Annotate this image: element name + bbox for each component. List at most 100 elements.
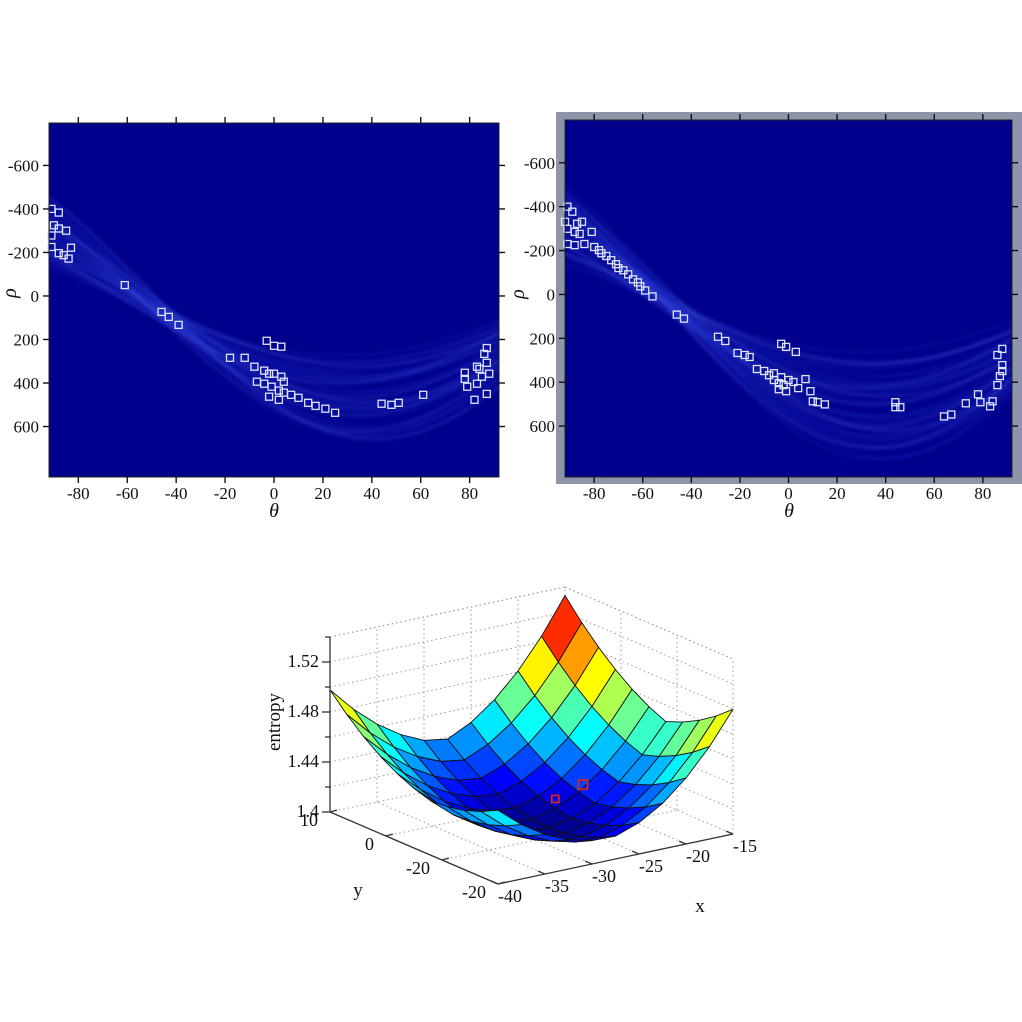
y-tick-label: -600 <box>524 154 555 173</box>
edge-point-marker <box>164 312 173 322</box>
edge-point-marker <box>745 352 754 362</box>
x-tick-label: 80 <box>461 484 478 503</box>
edge-point-marker <box>648 292 657 301</box>
x-tick-label: -60 <box>631 484 654 503</box>
x-tick-label: 0 <box>784 484 793 503</box>
edge-point-markers <box>560 202 1007 421</box>
edge-point-marker <box>820 400 830 409</box>
edge-point-marker <box>976 398 985 407</box>
x-tick-label: -30 <box>592 866 616 886</box>
edge-point-marker <box>891 398 900 407</box>
edge-point-marker <box>460 374 469 384</box>
y-tick-label: 0 <box>365 834 374 854</box>
x-tick-label: -80 <box>67 484 90 503</box>
gridline <box>564 636 734 710</box>
gridline <box>329 586 566 638</box>
edge-point-marker <box>602 251 611 261</box>
edge-point-marker <box>460 368 469 377</box>
edge-point-marker <box>597 249 606 258</box>
edge-point-marker <box>988 397 997 406</box>
edge-point-marker <box>472 362 482 371</box>
z-tick-label: 1.44 <box>288 751 320 771</box>
edge-point-marker <box>721 336 730 346</box>
hough-sinusoid-band <box>565 183 1012 462</box>
edge-point-marker <box>262 336 271 345</box>
edge-point-marker <box>587 227 596 237</box>
x-tick-label: -20 <box>214 484 237 503</box>
x-tick-label: 40 <box>877 484 894 503</box>
edge-point-marker <box>575 229 584 239</box>
z-tick-label: 1.48 <box>288 701 320 721</box>
x-axis-line <box>497 833 734 885</box>
accumulator-background <box>49 123 499 477</box>
y-tick-label: -200 <box>524 242 555 261</box>
y-tick-label: 400 <box>14 374 40 393</box>
z-axis-label-surface: entropy <box>264 692 285 751</box>
edge-point-marker <box>993 380 1002 390</box>
sinusoid-curve-bright <box>49 197 499 440</box>
y-axis-label-surface: y <box>353 880 363 901</box>
edge-point-marker <box>274 395 284 404</box>
x-axis-label-right: θ <box>784 500 794 522</box>
tick <box>441 857 450 861</box>
edge-point-marker <box>774 378 783 388</box>
edge-point-marker <box>679 314 689 323</box>
x-tick-label: -80 <box>583 484 606 503</box>
x-tick-label: 80 <box>974 484 991 503</box>
edge-point-markers <box>47 204 494 417</box>
y-axis-label-left: ρ <box>0 288 21 299</box>
edge-point-marker <box>394 398 403 407</box>
x-axis-label-surface: x <box>695 896 705 917</box>
edge-point-marker <box>781 387 791 396</box>
y-tick-label: 10 <box>300 810 318 830</box>
edge-point-marker <box>277 342 286 351</box>
edge-point-marker <box>277 372 286 381</box>
y-tick-label: -20 <box>406 858 430 878</box>
edge-point-marker <box>250 362 259 371</box>
edge-point-marker <box>482 358 491 367</box>
minimum-marker <box>577 779 589 791</box>
gridline <box>564 586 734 660</box>
edge-point-marker <box>264 392 274 401</box>
z-tick-label: 1.4 <box>297 801 320 821</box>
edge-point-marker <box>54 248 63 258</box>
edge-point-marker <box>570 227 579 237</box>
sinusoid-curve <box>565 189 1012 462</box>
edge-point-marker <box>806 387 815 396</box>
z-tick-label: 1.52 <box>288 651 320 671</box>
minimum-markers <box>550 779 589 804</box>
edge-point-marker <box>330 408 340 417</box>
edge-point-marker <box>47 231 56 240</box>
surface-cell <box>329 689 371 734</box>
edge-point-marker <box>995 371 1005 381</box>
sinusoid-curve <box>49 218 499 419</box>
edge-point-marker <box>891 403 900 412</box>
edge-point-marker <box>801 374 810 384</box>
tick <box>537 870 546 875</box>
y-tick-label: 0 <box>31 287 40 306</box>
edge-point-marker <box>993 350 1002 360</box>
edge-point-marker <box>419 390 428 399</box>
hough-plot-left: -80 -60 -40 -20 0 20 40 60 80-600-400-2000200400… <box>8 117 505 503</box>
sinusoid-curve <box>49 206 499 437</box>
tick <box>490 880 499 885</box>
edge-point-marker <box>174 320 183 330</box>
edge-point-marker <box>294 393 303 402</box>
edge-point-marker <box>784 375 793 385</box>
edge-point-marker <box>470 395 479 404</box>
edge-point-marker <box>789 377 798 387</box>
y-tick-label: 200 <box>14 330 40 349</box>
x-tick-label: 60 <box>412 484 429 503</box>
edge-point-marker <box>896 403 905 412</box>
x-tick-label: -60 <box>116 484 139 503</box>
edge-point-marker <box>120 280 129 290</box>
tick <box>497 881 506 885</box>
x-tick-label: -40 <box>680 484 703 503</box>
x-tick-label: 40 <box>363 484 380 503</box>
x-tick-label: -40 <box>498 886 522 906</box>
y-tick-label: -20 <box>462 882 486 902</box>
edge-point-marker <box>998 366 1007 376</box>
edge-point-marker <box>47 242 56 252</box>
x-tick-label: 60 <box>926 484 943 503</box>
